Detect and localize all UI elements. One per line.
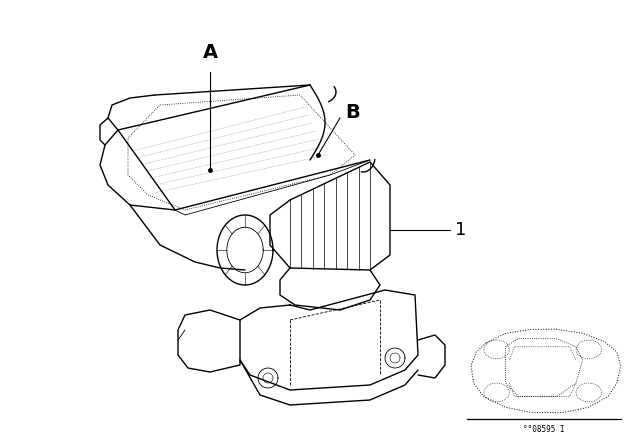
Text: 1: 1 bbox=[455, 221, 467, 239]
Text: A: A bbox=[202, 43, 218, 62]
Text: °°08595 I: °°08595 I bbox=[523, 425, 565, 434]
Text: B: B bbox=[345, 103, 360, 121]
